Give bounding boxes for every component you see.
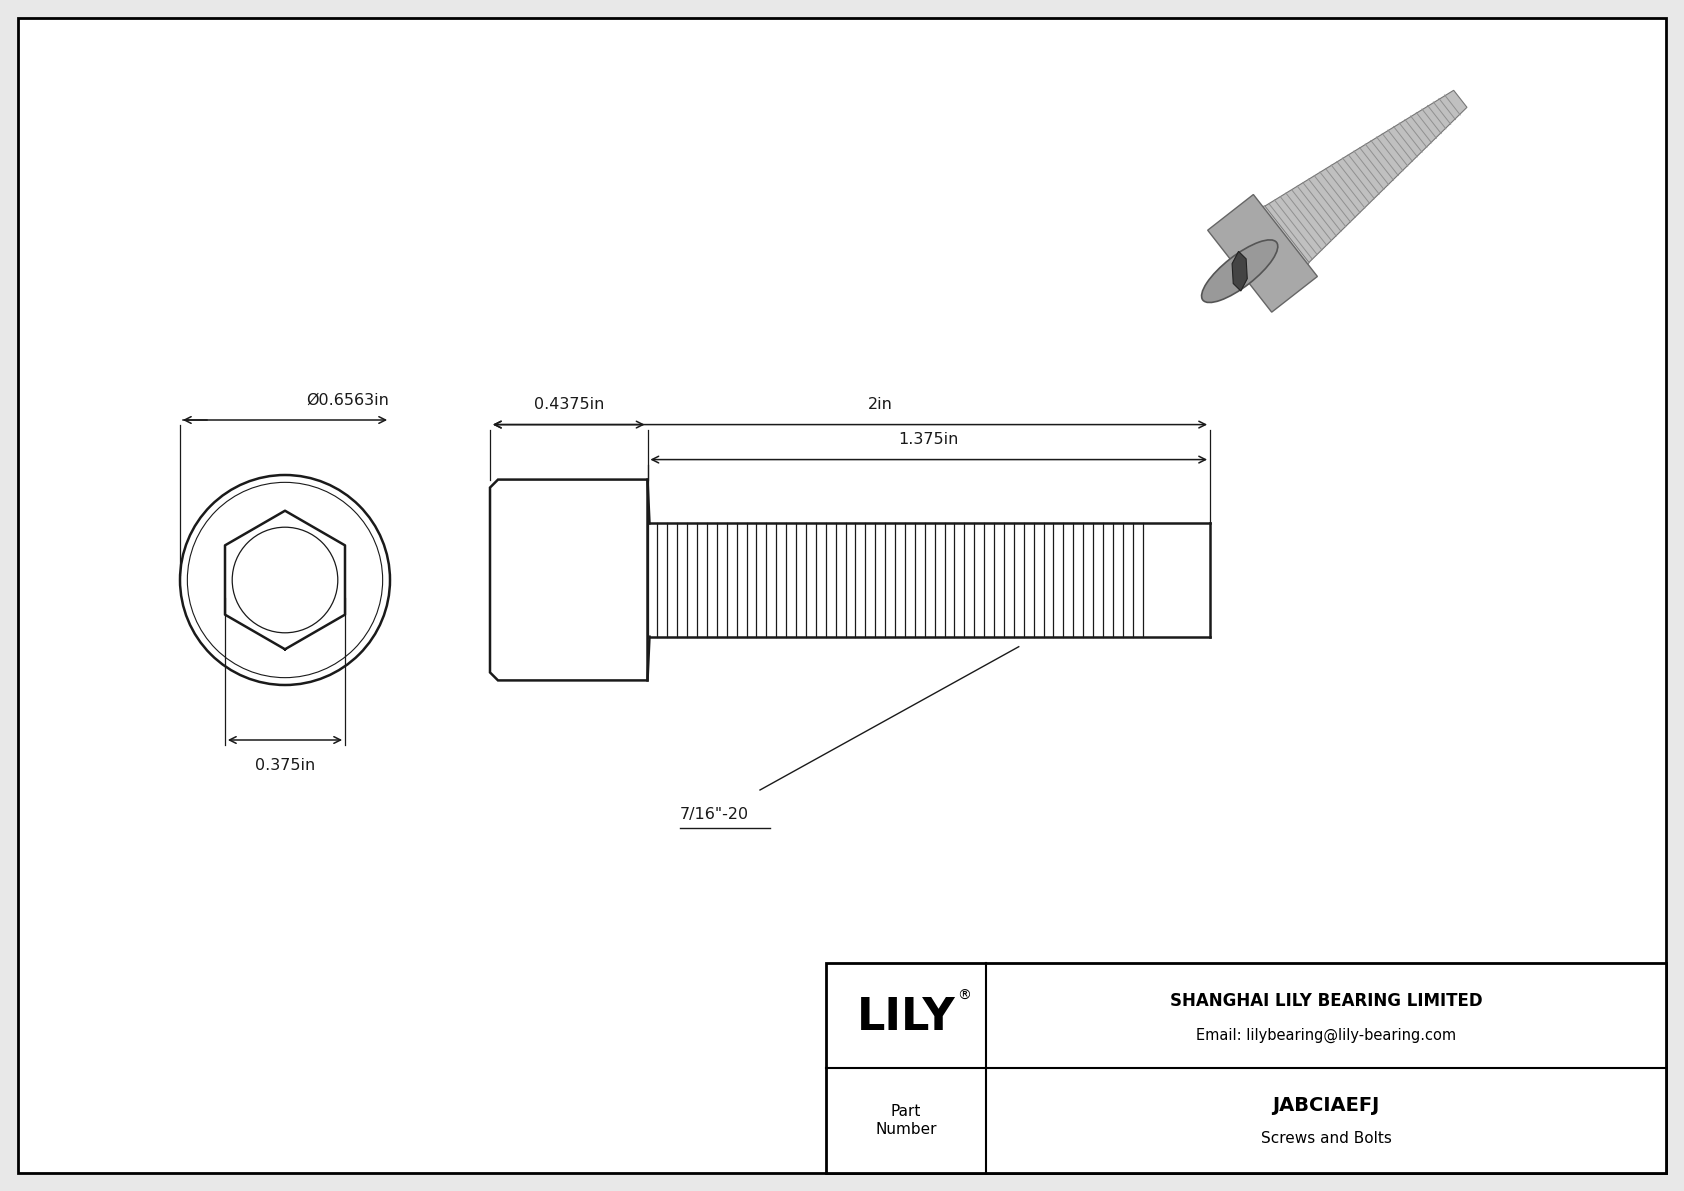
Text: ®: ® [957,989,972,1003]
Text: 0.4375in: 0.4375in [534,397,605,412]
Polygon shape [1263,91,1467,264]
Text: Part
Number: Part Number [876,1104,936,1136]
Text: LILY: LILY [857,996,955,1039]
Text: Email: lilybearing@lily-bearing.com: Email: lilybearing@lily-bearing.com [1196,1028,1457,1043]
Text: JABCIAEFJ: JABCIAEFJ [1273,1096,1379,1115]
Ellipse shape [1202,239,1278,303]
Polygon shape [1233,251,1248,291]
Text: 1.375in: 1.375in [899,432,958,447]
Text: 0.375in: 0.375in [254,757,315,773]
Polygon shape [1207,194,1317,312]
Text: Screws and Bolts: Screws and Bolts [1261,1131,1391,1146]
Polygon shape [1260,206,1308,267]
Text: 7/16"-20: 7/16"-20 [680,807,749,823]
Text: Ø0.6563in: Ø0.6563in [306,393,389,407]
Bar [825,964,1665,1173]
Text: 2in: 2in [867,397,893,412]
Text: SHANGHAI LILY BEARING LIMITED: SHANGHAI LILY BEARING LIMITED [1170,991,1482,1010]
